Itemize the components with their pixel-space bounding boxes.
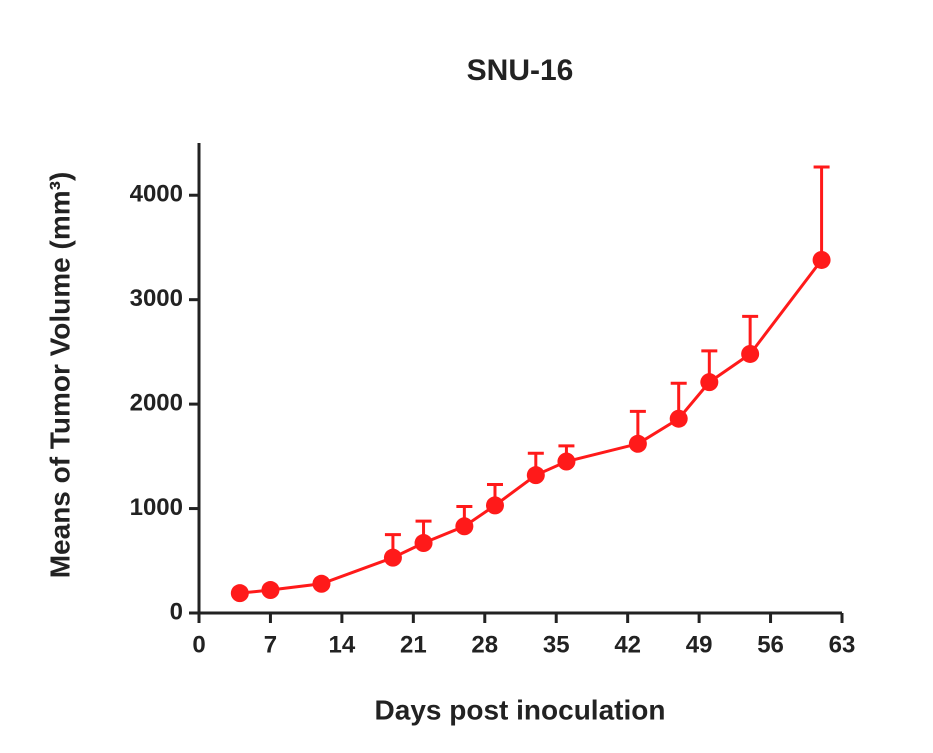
- x-tick-label: 14: [329, 631, 356, 658]
- x-tick-label: 21: [400, 631, 427, 658]
- y-tick-label: 3000: [130, 285, 183, 312]
- data-point: [414, 534, 433, 553]
- data-point: [383, 548, 402, 567]
- x-tick-label: 42: [614, 631, 641, 658]
- x-tick-label: 7: [264, 631, 277, 658]
- data-point: [812, 250, 831, 269]
- data-line: [239, 259, 823, 595]
- data-point: [669, 409, 688, 428]
- x-axis-title: Days post inoculation: [375, 694, 666, 725]
- data-point: [526, 466, 545, 485]
- x-tick-label: 56: [757, 631, 784, 658]
- data-point: [261, 581, 280, 600]
- data-point: [312, 574, 331, 593]
- y-tick-label: 4000: [130, 181, 183, 208]
- data-point: [700, 373, 719, 392]
- y-tick-label: 2000: [130, 389, 183, 416]
- x-tick-label: 49: [686, 631, 713, 658]
- x-tick-label: 63: [829, 631, 856, 658]
- chart-title: SNU-16: [467, 54, 574, 87]
- data-point: [557, 452, 576, 471]
- data-point: [455, 517, 474, 536]
- data-point: [628, 434, 647, 453]
- data-point: [741, 344, 760, 363]
- y-tick-label: 0: [170, 598, 183, 625]
- error-bar: [813, 165, 830, 260]
- y-tick-label: 1000: [130, 494, 183, 521]
- data-point: [485, 496, 504, 515]
- x-tick-label: 28: [471, 631, 498, 658]
- y-axis-title: Means of Tumor Volume (mm³): [44, 172, 75, 579]
- data-point: [230, 584, 249, 603]
- x-tick-label: 35: [543, 631, 570, 658]
- x-tick-label: 0: [192, 631, 205, 658]
